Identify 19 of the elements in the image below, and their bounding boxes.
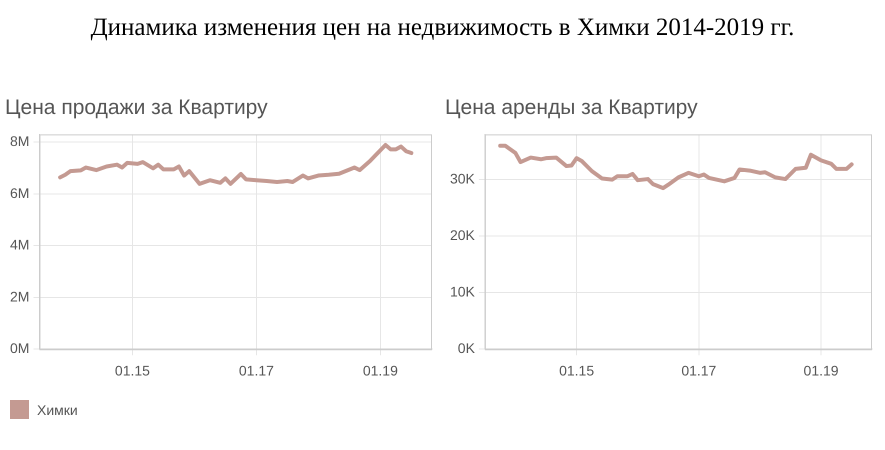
x-tick-label: 01.17 <box>238 362 274 378</box>
x-tick-label: 01.15 <box>114 362 150 378</box>
x-tick-label: 01.15 <box>559 362 594 378</box>
y-tick-label: 20K <box>450 227 476 244</box>
y-tick-label: 4M <box>10 236 30 253</box>
x-tick-label: 01.19 <box>804 362 839 378</box>
chart-title: Динамика изменения цен на недвижимость в Химки 2014-2019 гг. <box>90 14 796 42</box>
y-tick-label: 6M <box>10 184 30 201</box>
y-tick-label: 10K <box>450 284 476 300</box>
x-tick-label: 01.19 <box>362 362 398 378</box>
y-tick-label: 30K <box>450 170 476 186</box>
legend-label: Химки <box>37 402 78 418</box>
y-tick-label: 0K <box>458 340 476 356</box>
chart-subtitle: Цена аренды за Квартиру <box>445 96 698 120</box>
chart-subtitle: Цена продажи за Квартиру <box>5 96 268 120</box>
y-tick-label: 0M <box>10 340 30 356</box>
y-tick-label: 8M <box>10 133 30 150</box>
y-tick-label: 2M <box>10 288 30 304</box>
x-tick-label: 01.17 <box>681 362 717 378</box>
